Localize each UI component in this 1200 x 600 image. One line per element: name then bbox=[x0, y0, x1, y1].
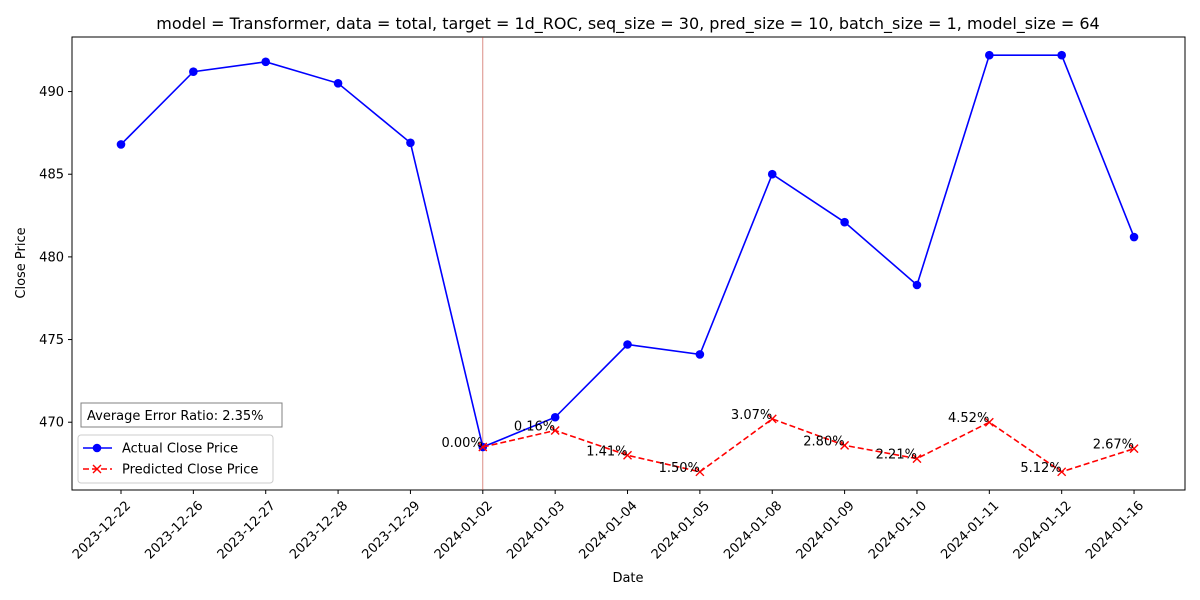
data-point bbox=[695, 350, 705, 359]
data-point bbox=[623, 450, 633, 460]
y-tick-label: 480 bbox=[39, 250, 64, 265]
legend: Actual Close Price Predicted Close Price bbox=[77, 434, 274, 484]
data-point bbox=[695, 467, 705, 477]
data-point bbox=[767, 169, 777, 179]
data-point bbox=[189, 67, 198, 77]
data-label: 0.00% bbox=[441, 436, 482, 451]
data-point bbox=[1129, 444, 1139, 454]
legend-marker bbox=[92, 464, 102, 474]
error-ratio-text: Average Error Ratio: 2.35% bbox=[87, 409, 264, 424]
plot-area: 2023-12-22 2023-12-26 2023-12-27 2023-12-28… bbox=[39, 36, 1186, 562]
legend-frame bbox=[77, 434, 274, 484]
data-label: 2.21% bbox=[876, 448, 917, 463]
y-tick-label: 470 bbox=[39, 416, 64, 431]
x-tick-label: 2024-01-16 bbox=[1083, 498, 1147, 562]
data-point bbox=[1057, 50, 1066, 60]
data-point bbox=[912, 280, 922, 290]
x-axis-label: Date bbox=[612, 571, 643, 586]
x-tick-label: 2023-12-22 bbox=[70, 498, 134, 562]
data-point bbox=[912, 454, 922, 464]
y-tick-label: 475 bbox=[39, 333, 64, 348]
data-label: 1.50% bbox=[659, 461, 700, 476]
y-axis-label: Close Price bbox=[14, 227, 29, 298]
series-line-1 bbox=[120, 54, 1135, 449]
series-line-2 bbox=[482, 418, 1135, 473]
data-label: 1.41% bbox=[586, 444, 627, 459]
data-point bbox=[406, 138, 415, 148]
x-tick-label: 2023-12-29 bbox=[359, 498, 423, 562]
data-point bbox=[1129, 232, 1139, 242]
y-tick-label: 490 bbox=[39, 85, 64, 100]
data-point bbox=[767, 414, 777, 424]
error-ratio-box: Average Error Ratio: 2.35% bbox=[80, 402, 283, 428]
data-point bbox=[1057, 467, 1067, 477]
legend-label-2: Predicted Close Price bbox=[122, 463, 258, 478]
x-tick-label: 2024-01-03 bbox=[504, 498, 568, 562]
x-tick-label: 2024-01-09 bbox=[794, 498, 858, 562]
data-label: 2.67% bbox=[1093, 438, 1134, 453]
data-point bbox=[985, 50, 994, 60]
x-tick-label: 2024-01-02 bbox=[432, 498, 496, 562]
data-label: 5.12% bbox=[1020, 461, 1061, 476]
legend-marker bbox=[92, 443, 102, 453]
data-point bbox=[261, 57, 271, 67]
data-label: 3.07% bbox=[731, 408, 772, 423]
data-point bbox=[550, 412, 560, 422]
data-label: 0.16% bbox=[514, 419, 555, 434]
x-tick-label: 2024-01-05 bbox=[649, 498, 713, 562]
x-tick-label: 2024-01-08 bbox=[721, 498, 785, 562]
data-point bbox=[623, 340, 632, 349]
data-label: 4.52% bbox=[948, 411, 989, 426]
axes-frame bbox=[71, 36, 1186, 491]
data-point bbox=[984, 417, 994, 427]
x-tick-label: 2024-01-11 bbox=[938, 498, 1002, 562]
x-tick-label: 2023-12-27 bbox=[215, 498, 279, 562]
y-tick-label: 485 bbox=[39, 168, 64, 183]
data-point bbox=[116, 140, 126, 149]
data-point bbox=[478, 442, 488, 452]
chart-title: model = Transformer, data = total, targe… bbox=[156, 14, 1099, 34]
data-point bbox=[840, 440, 850, 450]
x-tick-label: 2024-01-10 bbox=[866, 498, 930, 562]
data-point bbox=[333, 78, 343, 88]
x-tick-label: 2023-12-28 bbox=[287, 498, 351, 562]
x-tick-label: 2023-12-26 bbox=[142, 498, 206, 562]
data-label: 2.80% bbox=[803, 434, 844, 449]
data-point bbox=[550, 425, 560, 435]
legend-label-1: Actual Close Price bbox=[122, 442, 238, 457]
x-tick-label: 2024-01-04 bbox=[577, 498, 641, 562]
x-tick-label: 2024-01-12 bbox=[1011, 498, 1075, 562]
data-point bbox=[840, 217, 849, 227]
